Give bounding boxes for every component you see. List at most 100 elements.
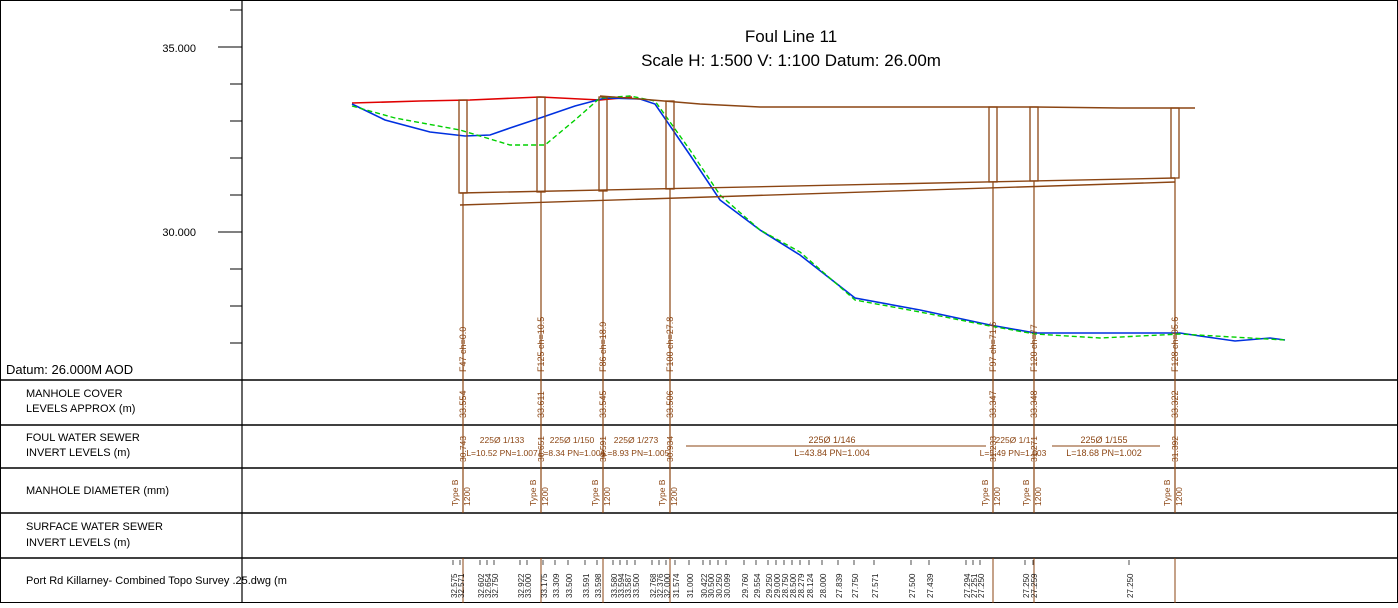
- manhole-chamber: [1170, 107, 1180, 179]
- manhole-label: F100 ch=27.8: [665, 317, 675, 372]
- survey-value: 32.654: [484, 573, 493, 598]
- survey-value: 33.500: [632, 573, 641, 598]
- survey-value: 33.594: [617, 573, 626, 598]
- manhole-cover-level: 33.545: [598, 390, 608, 418]
- survey-value: 27.250: [1126, 573, 1135, 598]
- manhole-type: Type B: [450, 479, 460, 506]
- pipe-crown-line: [459, 177, 1176, 194]
- survey-value: 30.099: [723, 573, 732, 598]
- survey-value: 30.500: [707, 573, 716, 598]
- manhole-invert-level: 30.651: [536, 436, 546, 462]
- pipe-spec: 225Ø 1/273: [614, 435, 659, 445]
- manhole-diameter: 1200: [669, 487, 679, 506]
- survey-value: 32.000: [663, 573, 672, 598]
- row-label-invert-2: INVERT LEVELS (m): [26, 447, 130, 459]
- survey-value: 33.000: [524, 573, 533, 598]
- survey-value: 33.580: [610, 573, 619, 598]
- manhole-invert-level: 30.591: [598, 436, 608, 462]
- manhole-chamber: [458, 99, 468, 194]
- manhole-cover-level: 33.554: [458, 390, 468, 418]
- survey-value: 27.839: [835, 573, 844, 598]
- manhole-type: Type B: [528, 479, 538, 506]
- y-tick-label-30: 30.000: [162, 227, 196, 239]
- manhole-cover-level: 33.322: [1170, 390, 1180, 418]
- manholes-group: F47 ch=0.0 F125 ch=10.5 F86 ch=18.9 F100 ch…: [458, 96, 1180, 513]
- manhole-label: F97 ch=71.6: [988, 322, 998, 372]
- survey-value: 31.574: [672, 573, 681, 598]
- manhole-type: Type B: [657, 479, 667, 506]
- manhole-label: F125 ch=10.5: [536, 317, 546, 372]
- survey-value: 27.251: [970, 573, 979, 598]
- survey-value: 33.175: [540, 573, 549, 598]
- survey-value: 27.250: [1022, 573, 1031, 598]
- manhole-diameter: 1200: [992, 487, 1002, 506]
- survey-value: 29.250: [765, 573, 774, 598]
- survey-value: 32.571: [457, 573, 466, 598]
- pipe-spec: 225Ø 1/133: [480, 435, 525, 445]
- survey-value: 28.000: [819, 573, 828, 598]
- manhole-diameter: 1200: [602, 487, 612, 506]
- ground-line-proposed: [351, 95, 1286, 341]
- manhole-type: Type B: [980, 479, 990, 506]
- manhole-invert-level: 30.934: [665, 436, 675, 462]
- manhole-cover-level: 33.348: [1029, 390, 1039, 418]
- manhole-chamber: [665, 100, 675, 190]
- pipe-detail: L=10.52 PN=1.007: [466, 448, 538, 458]
- survey-value: 31.000: [686, 573, 695, 598]
- pipe-detail: L=5.49 PN=1.003: [980, 448, 1047, 458]
- survey-value: 32.922: [517, 573, 526, 598]
- row-label-surface-1: SURFACE WATER SEWER: [26, 521, 163, 533]
- pipe-spec: 225Ø 1/155: [1080, 435, 1127, 445]
- row-label-cover-2: LEVELS APPROX (m): [26, 403, 135, 415]
- survey-value: 32.768: [649, 573, 658, 598]
- survey-value: 27.250: [977, 573, 986, 598]
- manhole-cover-level: 33.611: [536, 391, 546, 418]
- survey-value: 28.279: [797, 573, 806, 598]
- manhole-label: F120 ch=77: [1029, 324, 1039, 372]
- survey-value: 28.750: [781, 573, 790, 598]
- survey-value: 32.602: [477, 573, 486, 598]
- survey-value: 33.598: [594, 573, 603, 598]
- manhole-type: Type B: [1162, 479, 1172, 506]
- datum-label: Datum: 26.000M AOD: [6, 362, 133, 377]
- row-label-invert-1: FOUL WATER SEWER: [26, 432, 140, 444]
- survey-value: 32.376: [656, 573, 665, 598]
- survey-value: 27.259: [1030, 573, 1039, 598]
- manhole-invert-level: 31.271: [1029, 436, 1039, 462]
- manhole-label: F47 ch=0.0: [458, 327, 468, 372]
- manhole-invert-level: 30.743: [458, 436, 468, 462]
- manhole-type: Type B: [1021, 479, 1031, 506]
- manhole-diameter: 1200: [540, 487, 550, 506]
- pipe-detail: L=43.84 PN=1.004: [794, 448, 870, 458]
- survey-value: 29.000: [773, 573, 782, 598]
- row-label-diameter: MANHOLE DIAMETER (mm): [26, 485, 169, 497]
- survey-value: 33.587: [624, 573, 633, 598]
- survey-value: 27.439: [926, 573, 935, 598]
- manhole-chamber: [598, 96, 608, 192]
- pipe-detail: L=18.68 PN=1.002: [1066, 448, 1142, 458]
- survey-value: 29.554: [753, 573, 762, 598]
- manhole-label: F86 ch=18.9: [598, 322, 608, 372]
- manhole-invert-level: 31.392: [1170, 436, 1180, 462]
- manhole-chamber: [1029, 106, 1039, 182]
- manhole-type: Type B: [590, 479, 600, 506]
- row-label-cover-1: MANHOLE COVER: [26, 388, 123, 400]
- pipe-detail: L=8.34 PN=1.006: [539, 448, 606, 458]
- pipe-spec: 225Ø 1/1: [996, 435, 1031, 445]
- drawing-title: Foul Line 11: [745, 27, 837, 46]
- manhole-diameter: 1200: [462, 487, 472, 506]
- survey-value: 27.294: [963, 573, 972, 598]
- survey-value: 28.500: [789, 573, 798, 598]
- ground-line-survey: [351, 97, 1286, 342]
- survey-value: 33.591: [582, 573, 591, 598]
- manhole-diameter: 1200: [1174, 487, 1184, 506]
- pipe-detail: L=8.93 PN=1.005: [603, 448, 670, 458]
- survey-value: 32.750: [491, 573, 500, 598]
- survey-value: 30.422: [700, 573, 709, 598]
- y-tick-label-35: 35.000: [162, 43, 196, 55]
- survey-value: 32.575: [450, 573, 459, 598]
- survey-value: 28.124: [806, 573, 815, 598]
- survey-value: 33.309: [552, 573, 561, 598]
